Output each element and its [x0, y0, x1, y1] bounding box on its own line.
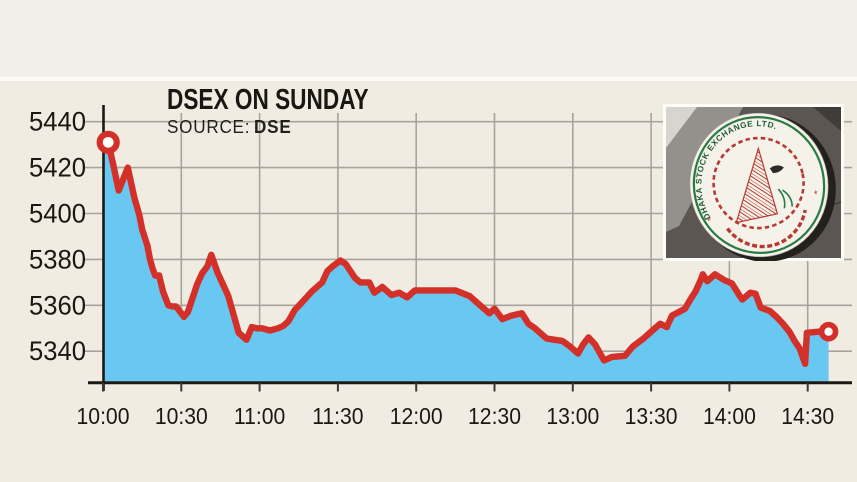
- source-label: SOURCE:: [167, 117, 251, 137]
- y-tick-label: 5360: [29, 290, 86, 321]
- wall-highlight: [666, 107, 697, 148]
- source-value: DSE: [254, 117, 292, 137]
- chart-source: SOURCE: DSE: [167, 117, 412, 138]
- wall-shadow-corner: [813, 107, 841, 131]
- x-tick-label: 13:30: [625, 403, 678, 429]
- gear-emblem-hatch: [735, 146, 779, 224]
- sign-green-ring: [692, 116, 826, 254]
- x-tick-label: 14:00: [703, 403, 756, 429]
- logo-star-left: *: [706, 216, 712, 228]
- y-tick-label: 5420: [29, 152, 86, 183]
- title-block: DSEX ON SUNDAY SOURCE: DSE: [167, 86, 425, 138]
- dse-logo-photo: DHAKA STOCK EXCHANGE LTD. * *: [663, 104, 844, 261]
- x-tick-label: 11:00: [234, 403, 285, 429]
- y-tick-label: 5400: [29, 198, 86, 229]
- logo-star-right: *: [813, 189, 819, 201]
- close-marker: [818, 321, 839, 342]
- emblem-boat: [769, 165, 784, 173]
- divider-line: [0, 77, 857, 81]
- x-tick-label: 10:00: [77, 403, 130, 429]
- y-tick-label: 5380: [29, 244, 86, 275]
- x-tick-label: 10:30: [155, 403, 208, 429]
- open-marker: [96, 130, 120, 154]
- y-tick-label: 5440: [29, 106, 86, 137]
- index-line: [99, 136, 832, 367]
- index-area-fill: [103, 140, 829, 382]
- top-strip: [0, 0, 857, 77]
- gear-teeth: [712, 136, 805, 230]
- x-tick-label: 12:00: [390, 403, 443, 429]
- x-tick-label: 14:30: [781, 403, 834, 429]
- emblem-plant: [777, 188, 794, 209]
- x-tick-label: 11:30: [312, 403, 363, 429]
- y-tick-label: 5340: [29, 336, 86, 367]
- dse-sign: DHAKA STOCK EXCHANGE LTD. * *: [682, 112, 836, 261]
- chart-title: DSEX ON SUNDAY: [167, 84, 369, 116]
- x-tick-label: 12:30: [468, 403, 521, 429]
- x-tick-label: 13:00: [546, 403, 599, 429]
